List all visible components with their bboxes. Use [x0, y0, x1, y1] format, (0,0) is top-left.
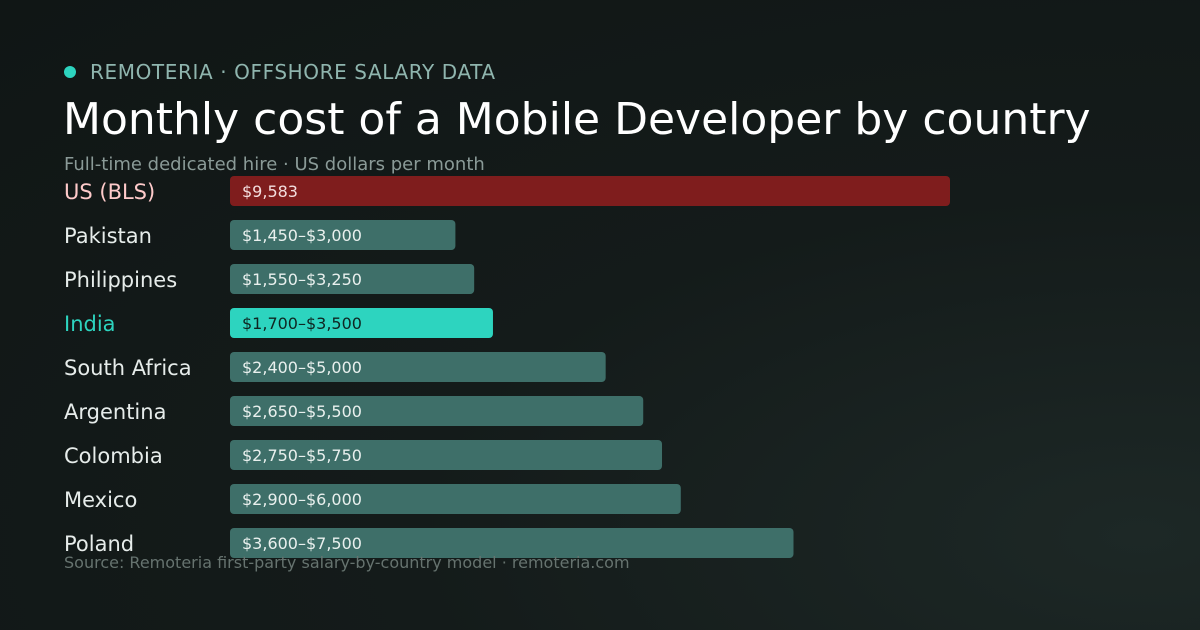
source-note: Source: Remoteria first-party salary-by-… — [64, 553, 630, 572]
bar-pakistan — [230, 220, 456, 250]
category-label-us-bls: US (BLS) — [64, 180, 155, 204]
category-label-argentina: Argentina — [64, 400, 166, 424]
category-label-colombia: Colombia — [64, 444, 163, 468]
bar-philippines — [230, 264, 475, 294]
category-label-poland: Poland — [64, 532, 134, 556]
bar-south-africa — [230, 352, 606, 382]
brand-kicker-text: REMOTERIA · OFFSHORE SALARY DATA — [90, 60, 496, 84]
category-label-pakistan: Pakistan — [64, 224, 152, 248]
bar-poland — [230, 528, 794, 558]
brand-dot-icon — [64, 66, 76, 78]
brand-kicker: REMOTERIA · OFFSHORE SALARY DATA — [64, 60, 496, 84]
bar-us-bls — [230, 176, 950, 206]
bar-argentina — [230, 396, 644, 426]
value-label-us-bls: $9,583 — [242, 182, 298, 201]
category-label-india: India — [64, 312, 116, 336]
value-label-mexico: $2,900–$6,000 — [242, 490, 362, 509]
bar-colombia — [230, 440, 663, 470]
value-label-argentina: $2,650–$5,500 — [242, 402, 362, 421]
chart-subtitle: Full-time dedicated hire · US dollars pe… — [64, 154, 485, 175]
bar-mexico — [230, 484, 681, 514]
value-label-colombia: $2,750–$5,750 — [242, 446, 362, 465]
category-label-philippines: Philippines — [64, 268, 177, 292]
category-label-mexico: Mexico — [64, 488, 137, 512]
category-label-south-africa: South Africa — [64, 356, 192, 380]
value-label-poland: $3,600–$7,500 — [242, 534, 362, 553]
value-label-pakistan: $1,450–$3,000 — [242, 226, 362, 245]
value-label-india: $1,700–$3,500 — [242, 314, 362, 333]
value-label-philippines: $1,550–$3,250 — [242, 270, 362, 289]
value-label-south-africa: $2,400–$5,000 — [242, 358, 362, 377]
bar-india — [230, 308, 493, 338]
chart-title: Monthly cost of a Mobile Developer by co… — [63, 94, 1091, 145]
